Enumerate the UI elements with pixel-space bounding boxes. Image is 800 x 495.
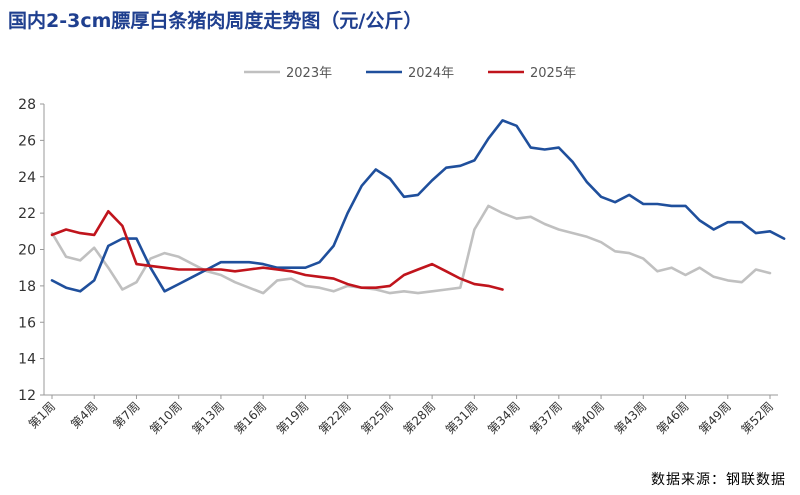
series-line-2023年	[50, 204, 772, 295]
x-tick-label: 第28周	[401, 399, 439, 437]
y-tick-label: 14	[18, 352, 36, 368]
y-tick-label: 20	[18, 243, 36, 259]
axes: 121416182022242628第1周 第4周 第7周 第10周 第13周 第16周第…	[18, 97, 778, 437]
y-tick-label: 16	[18, 315, 36, 331]
x-tick-label: 第34周	[485, 399, 523, 437]
data-source: 数据来源：钢联数据	[651, 472, 786, 488]
x-tick-label: 第46周	[654, 399, 692, 437]
x-tick-label: 第49周	[696, 399, 734, 437]
series-group	[50, 119, 786, 295]
x-tick-label: 第22周	[316, 399, 354, 437]
series-line-2025年	[50, 210, 504, 291]
y-tick-label: 26	[18, 133, 36, 149]
x-tick-label: 第4周	[68, 399, 100, 431]
legend-label: 2024年	[408, 66, 454, 81]
x-tick-label: 第37周	[527, 399, 565, 437]
x-tick-label: 第40周	[570, 399, 608, 437]
x-tick-label: 第1周	[26, 399, 58, 431]
y-tick-label: 24	[18, 170, 36, 186]
y-tick-label: 18	[18, 279, 36, 295]
chart-title: 国内2-3cm膘厚白条猪肉周度走势图（元/公斤）	[8, 10, 423, 32]
series-line-2024年	[50, 119, 786, 293]
legend-label: 2023年	[286, 66, 332, 81]
x-tick-label: 第19周	[274, 399, 312, 437]
x-tick-label: 第7周	[110, 399, 142, 431]
y-tick-label: 28	[18, 97, 36, 113]
legend: 2023年 2024年 2025年	[244, 66, 576, 81]
x-tick-label: 第16周	[232, 399, 270, 437]
x-tick-label: 第25周	[358, 399, 396, 437]
x-tick-label: 第43周	[612, 399, 650, 437]
y-tick-label: 22	[18, 206, 36, 222]
x-tick-label: 第31周	[443, 399, 481, 437]
x-tick-label: 第13周	[189, 399, 227, 437]
x-tick-label: 第52周	[738, 399, 776, 437]
legend-label: 2025年	[530, 66, 576, 81]
x-tick-label: 第10周	[147, 399, 185, 437]
y-tick-label: 12	[18, 388, 36, 404]
